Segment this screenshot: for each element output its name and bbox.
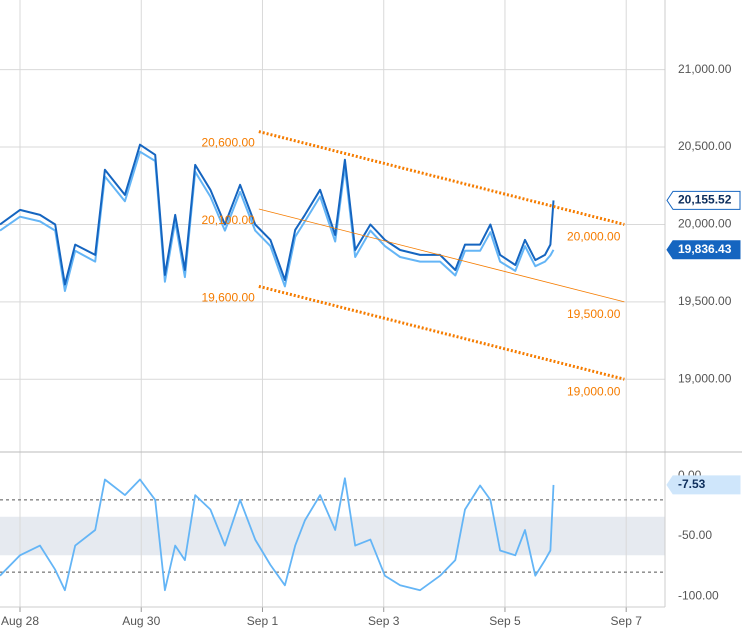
x-tick-label: Sep 5 [489, 614, 521, 628]
channel-label: 20,600.00 [201, 136, 255, 150]
price-line [0, 150, 555, 292]
y-tick-label: -100.00 [678, 588, 719, 602]
y-tick-label: 20,000.00 [678, 217, 732, 231]
value-badge [666, 475, 741, 495]
value-badge-label: -7.53 [678, 477, 706, 491]
value-badge [666, 240, 741, 260]
price-line [0, 143, 555, 286]
y-tick-label: 19,500.00 [678, 294, 732, 308]
y-tick-label: 20,500.00 [678, 139, 732, 153]
channel-line [258, 208, 625, 303]
value-badge-label: 20,155.52 [678, 193, 732, 207]
y-tick-label: 19,000.00 [678, 371, 732, 385]
x-tick-label: Sep 3 [368, 614, 400, 628]
channel-label: 19,500.00 [567, 307, 621, 321]
channel-label: 20,100.00 [201, 213, 255, 227]
channel-label: 19,600.00 [201, 291, 255, 305]
x-tick-label: Aug 28 [1, 614, 39, 628]
channel-line [258, 284, 625, 381]
x-tick-label: Aug 30 [122, 614, 160, 628]
x-tick-label: Sep 1 [247, 614, 279, 628]
y-tick-label: 21,000.00 [678, 62, 732, 76]
x-tick-label: Sep 7 [611, 614, 643, 628]
channel-label: 19,000.00 [567, 384, 621, 398]
value-badge [666, 190, 741, 210]
oscillator-line [0, 477, 555, 592]
channel-label: 20,000.00 [567, 230, 621, 244]
value-badge-label: 19,836.43 [678, 242, 732, 256]
channel-line [258, 130, 625, 226]
y-tick-label: -50.00 [678, 528, 712, 542]
